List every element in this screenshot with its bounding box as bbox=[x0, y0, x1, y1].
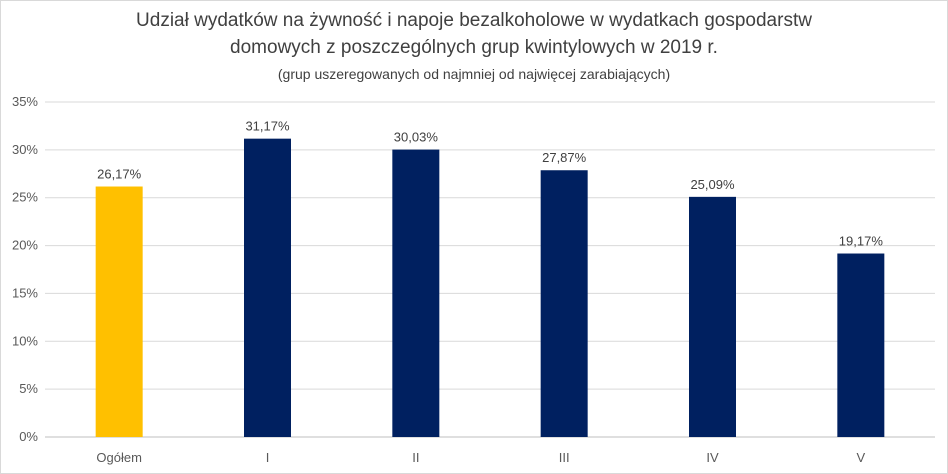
bar-ogolem bbox=[95, 186, 143, 437]
y-tick-label: 25% bbox=[12, 190, 38, 205]
x-category-label: Ogółem bbox=[96, 450, 142, 465]
x-category-label: V bbox=[856, 450, 865, 465]
bar-iv bbox=[689, 196, 736, 437]
y-tick-label: 10% bbox=[12, 333, 38, 348]
data-label: 25,09% bbox=[690, 177, 735, 192]
chart-title-line-2: domowych z poszczególnych grup kwintylow… bbox=[230, 37, 718, 58]
x-category-label: III bbox=[559, 450, 570, 465]
chart-title-line-1: Udział wydatków na żywność i napoje beza… bbox=[136, 10, 812, 31]
x-category-label: IV bbox=[706, 450, 719, 465]
x-category-label: I bbox=[266, 450, 270, 465]
bar-i bbox=[244, 138, 291, 437]
y-tick-label: 5% bbox=[19, 381, 38, 396]
bar-ii bbox=[392, 149, 440, 437]
bar-iii bbox=[540, 170, 588, 437]
chart-subtitle: (grup uszeregowanych od najmniej od najw… bbox=[277, 66, 671, 82]
y-tick-label: 0% bbox=[19, 429, 38, 444]
y-tick-label: 15% bbox=[12, 285, 38, 300]
data-label: 27,87% bbox=[542, 150, 587, 165]
data-label: 31,17% bbox=[245, 119, 290, 134]
data-label: 19,17% bbox=[839, 234, 884, 249]
x-category-label: II bbox=[412, 450, 419, 465]
data-label: 30,03% bbox=[394, 130, 439, 145]
data-label: 26,17% bbox=[97, 167, 142, 182]
y-tick-label: 35% bbox=[12, 94, 38, 109]
y-tick-label: 20% bbox=[12, 238, 38, 253]
y-tick-label: 30% bbox=[12, 142, 38, 157]
bar-v bbox=[837, 253, 885, 437]
